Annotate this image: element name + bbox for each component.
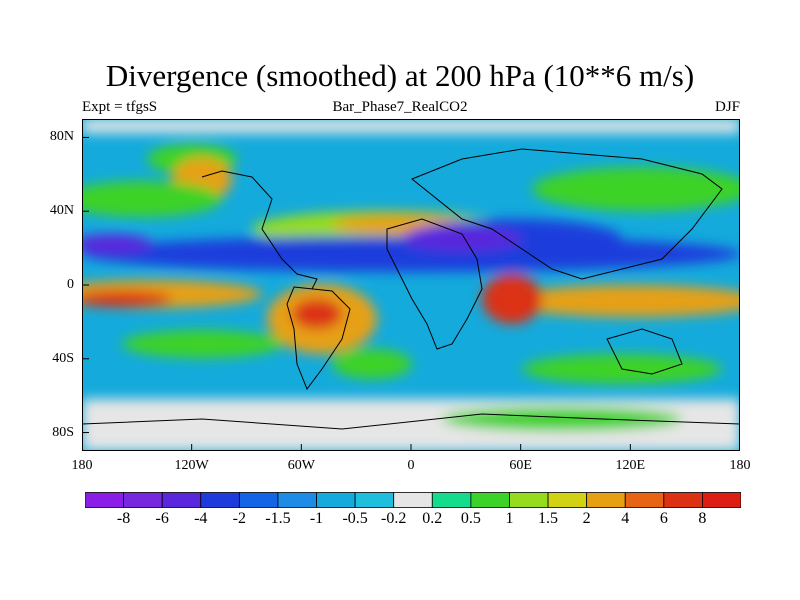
colorbar-label: -0.5 [342,510,368,527]
colorbar-label: 4 [621,510,630,527]
colorbar-label: 1 [505,510,514,527]
colorbar-swatch [200,492,240,508]
indian-pacific-divergence [502,285,740,317]
colorbar-swatch [316,492,356,508]
south-atlantic-green [332,349,412,379]
colorbar-swatch [431,492,472,508]
season-label: DJF [714,99,740,115]
colorbar-swatch [547,492,588,508]
colorbar-label: 0.5 [460,510,481,527]
colorbar-swatch [586,492,626,508]
colorbar-label: 8 [698,510,707,527]
colorbar-swatch [123,492,163,508]
colorbar-swatch [277,492,317,508]
siberia-divergence [532,167,740,211]
colorbar-swatch [470,492,510,508]
southern-ocean-green [442,407,682,431]
africa-divergence-core [482,274,542,324]
colorbar-swatch [509,492,549,508]
plot-title: Divergence (smoothed) at 200 hPa (10**6 … [105,58,695,93]
colorbar-swatch [393,492,433,508]
colorbar-label: -8 [116,510,131,527]
eurasia-coast [411,148,723,280]
south-pacific-green [122,330,282,358]
axis-ticks [82,136,740,451]
colorbar-swatch [354,492,395,508]
pacific-convergence-core [82,234,152,254]
lon-label: 120W [174,458,209,473]
colorbar-swatch [624,492,665,508]
south-america-coast [286,286,351,391]
lon-label: 60E [509,458,532,473]
colorbar-label: -1.5 [265,510,291,527]
colorbar [85,492,741,508]
colorbar-swatch [85,492,124,508]
colorbar-label: -1 [309,510,324,527]
colorbar-swatch [702,492,741,508]
lon-label: 0 [407,458,415,473]
lat-label: 40N [49,203,74,219]
east-pacific-divergence-core [82,291,172,307]
colorbar-swatch [161,492,202,508]
colorbar-label: -0.2 [381,510,407,527]
north-pacific-green [82,181,222,217]
lat-label: 40S [52,350,74,366]
lat-label: 80N [49,129,74,145]
colorbar-label: -2 [232,510,246,527]
colorbar-swatch [663,492,703,508]
colorbar-label: -4 [194,510,208,527]
colorbar-swatch [238,492,279,508]
lat-label: 0 [67,277,74,292]
south-america-divergence-core [292,299,342,329]
australia-coast [606,328,683,375]
colorbar-label: 1.5 [538,510,559,527]
case-label: Bar_Phase7_RealCO2 [332,99,468,115]
divergence-map [82,119,740,451]
colorbar-label: 6 [659,510,668,527]
colorbar-label: 0.2 [422,510,443,527]
colorbar-label: -6 [155,510,169,527]
lon-label: 180 [71,458,93,473]
asian-convergence-core [402,227,522,251]
colorbar-label: 2 [582,510,591,527]
lat-label: 80S [52,424,74,440]
experiment-label: Expt = tfgsS [82,99,158,115]
coastlines [82,148,740,430]
africa-coast [386,218,483,350]
arctic-weak-region [82,119,740,133]
antarctica-coast [82,413,740,430]
lon-label: 180 [729,458,751,473]
lon-label: 60W [287,458,315,473]
lon-label: 120E [615,458,646,473]
north-america-coast [201,170,318,290]
